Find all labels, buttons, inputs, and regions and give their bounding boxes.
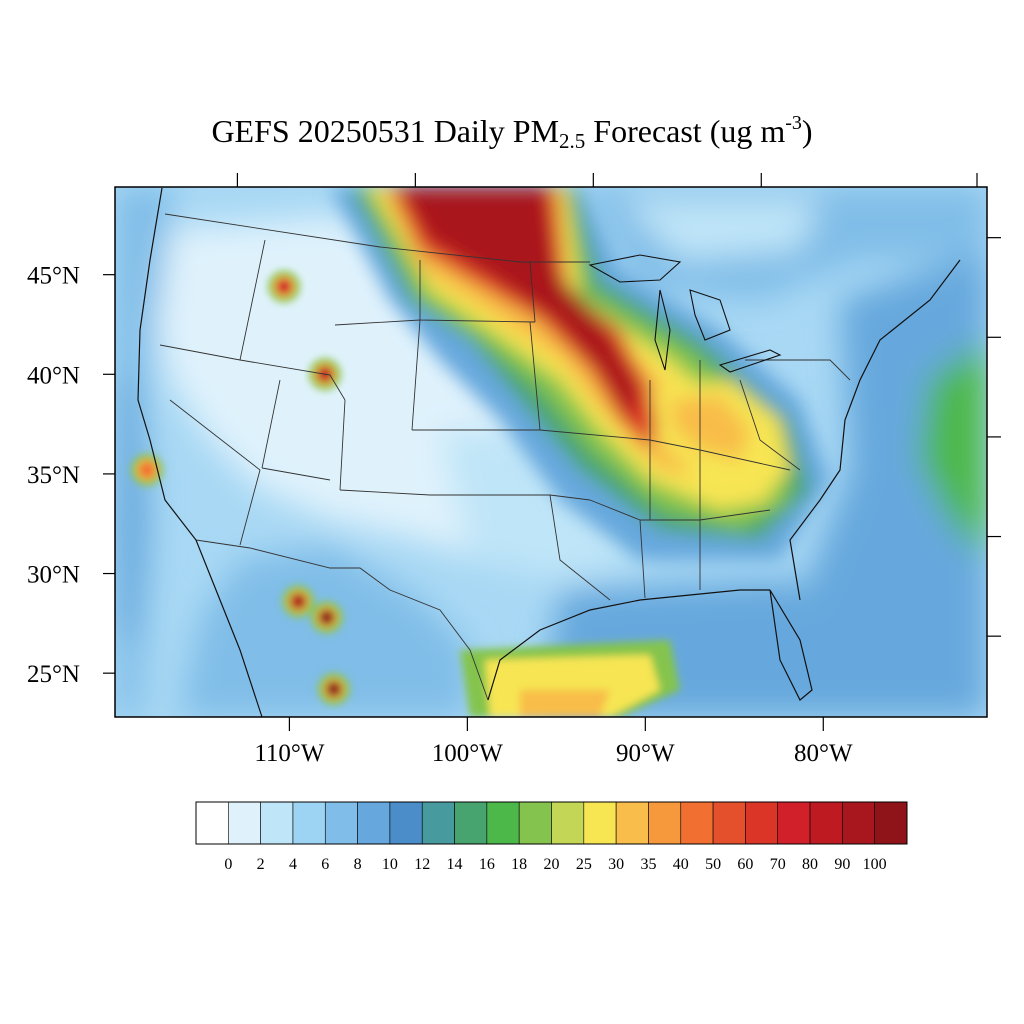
colorbar-box [874, 801, 908, 845]
colorbar-label: 30 [608, 856, 624, 873]
pacific-coast-green [115, 380, 150, 640]
colorbar-box [518, 801, 552, 845]
title-subscript: 2.5 [559, 129, 586, 153]
colorbar-label: 90 [834, 856, 850, 873]
colorbar-box [551, 801, 585, 845]
axis-ticks [103, 173, 1001, 731]
colorbar-frame [195, 801, 908, 845]
colorbar-label: 10 [382, 856, 398, 873]
colorbar-label: 80 [802, 856, 818, 873]
lat-label: 25°N [27, 661, 80, 688]
title-superscript: -3 [785, 112, 802, 134]
title-middle: Forecast (ug m [585, 113, 786, 149]
west-coast [137, 187, 263, 717]
colorbar-label: 40 [673, 856, 689, 873]
canada-light-region [620, 200, 820, 260]
smoke-plume-layer [330, 187, 830, 560]
great-lakes [588, 254, 782, 373]
colorbar-label: 2 [257, 856, 265, 873]
colorbar-box [809, 801, 843, 845]
lon-label: 80°W [794, 740, 853, 767]
lat-label: 30°N [27, 562, 80, 589]
colorbar-box [648, 801, 682, 845]
colorbar-box [421, 801, 455, 845]
lake-superior [588, 254, 682, 283]
lon-label: 90°W [616, 740, 675, 767]
colorbar-box [292, 801, 326, 845]
map-frame [114, 186, 988, 718]
us-canada-border [164, 213, 590, 263]
colorbar-box [712, 801, 746, 845]
colorbar-labels: 0 2 4 6 8 10 12 14 16 18 20 25 30 35 40 50 60 70 80 90 100 [224, 856, 886, 873]
colorbar-box [680, 801, 714, 845]
colorbar-label: 12 [414, 856, 430, 873]
colorbar-boxes [195, 801, 908, 845]
gulf-coast [487, 589, 770, 701]
colorbar-label: 14 [447, 856, 463, 873]
lon-label: 110°W [254, 740, 325, 767]
east-coast [789, 259, 961, 601]
colorbar-box [777, 801, 811, 845]
us-mexico-border [195, 539, 489, 701]
colorbar-box [260, 801, 294, 845]
colorbar-box [195, 801, 229, 845]
gulf-orange-plume [520, 690, 610, 717]
florida-coast [769, 589, 813, 701]
plume-orange-ohio [670, 395, 750, 460]
colorbar-label: 18 [511, 856, 527, 873]
lat-label: 40°N [27, 362, 80, 389]
lake-erie [718, 349, 782, 373]
title-prefix: GEFS 20250531 Daily PM [211, 113, 560, 149]
hotspot-core [290, 593, 307, 610]
colorbar-label: 0 [224, 856, 232, 873]
state-lines-east [539, 359, 851, 590]
colorbar-label: 20 [544, 856, 560, 873]
atlantic-moderate-region [780, 250, 987, 717]
state-lines-central [412, 260, 646, 601]
colorbar-box [454, 801, 488, 845]
colorbar-box [583, 801, 617, 845]
state-lines-west [159, 239, 431, 546]
atlantic-green-band [920, 340, 987, 560]
colorbar-label: 8 [354, 856, 362, 873]
map-field [115, 187, 987, 717]
hotspot-core [325, 681, 342, 698]
plume-darkred-core [400, 187, 640, 420]
colorbar-box [745, 801, 779, 845]
colorbar-box [357, 801, 391, 845]
map-title: GEFS 20250531 Daily PM2.5 Forecast (ug m… [0, 112, 1024, 154]
colorbar-label: 25 [576, 856, 592, 873]
colorbar-box [842, 801, 875, 845]
colorbar-label: 100 [863, 856, 887, 873]
colorbar-label: 70 [770, 856, 786, 873]
colorbar-box [389, 801, 423, 845]
colorbar-label: 50 [705, 856, 721, 873]
latitude-labels: 45°N 40°N 35°N 30°N 25°N [27, 263, 80, 688]
colorbar-label: 16 [479, 856, 495, 873]
colorbar-label: 6 [321, 856, 329, 873]
title-suffix: ) [801, 113, 813, 149]
lon-label: 100°W [432, 740, 503, 767]
colorbar-box [228, 801, 261, 845]
colorbar-box [486, 801, 520, 845]
colorbar-label: 35 [640, 856, 656, 873]
state-boundaries [137, 187, 961, 717]
colorbar: 0 2 4 6 8 10 12 14 16 18 20 25 30 35 40 50 60 70 80 90 100 [195, 801, 908, 873]
hotspot-layer [131, 270, 680, 717]
lat-label: 45°N [27, 263, 80, 290]
colorbar-label: 60 [737, 856, 753, 873]
lake-huron [689, 289, 731, 341]
longitude-labels: 110°W 100°W 90°W 80°W [254, 740, 853, 767]
colorbar-box [324, 801, 358, 845]
lake-michigan [654, 289, 671, 371]
colorbar-label: 4 [289, 856, 297, 873]
hotspot-core [139, 461, 156, 478]
hotspot-core [318, 609, 335, 626]
hotspot-core [276, 278, 293, 295]
lat-label: 35°N [27, 462, 80, 489]
colorbar-box [615, 801, 649, 845]
